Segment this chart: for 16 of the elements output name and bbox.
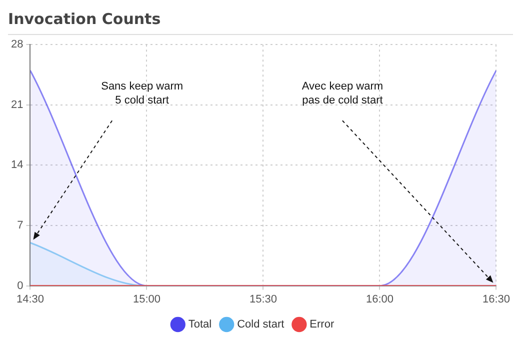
x-tick-label: 15:00 [132,293,160,306]
x-tick-label: 16:30 [482,293,510,306]
legend-label: Cold start [237,318,284,331]
legend-label: Total [188,318,212,331]
y-tick-label: 7 [17,220,24,232]
x-tick-label: 16:00 [366,293,394,306]
x-tick-label: 15:30 [249,293,277,306]
y-tick-label: 21 [10,98,24,111]
chart-title: Invocation Counts [8,8,513,35]
annotation: Avec keep warm pas de cold start [302,80,384,107]
y-tick-label: 0 [17,280,24,292]
y-tick-label: 28 [10,38,24,51]
annotation: Sans keep warm 5 cold start [101,80,184,107]
x-tick-label: 14:30 [16,293,44,306]
legend-label: Error [310,318,334,331]
y-tick-label: 14 [10,159,24,172]
